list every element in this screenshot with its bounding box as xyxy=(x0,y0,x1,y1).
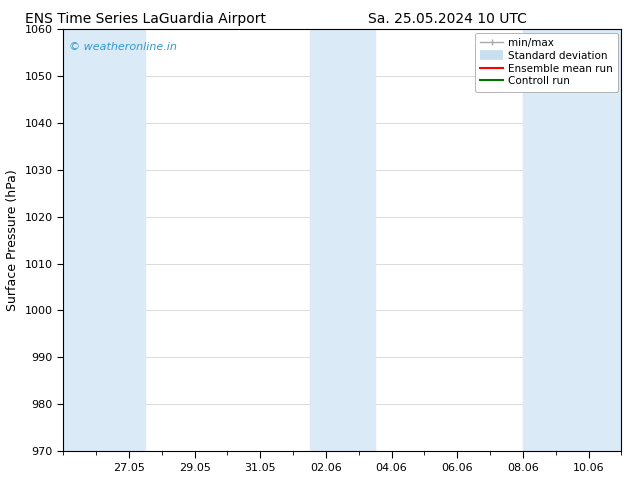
Bar xyxy=(523,29,621,451)
Legend: min/max, Standard deviation, Ensemble mean run, Controll run: min/max, Standard deviation, Ensemble me… xyxy=(475,32,618,92)
Text: © weatheronline.in: © weatheronline.in xyxy=(69,42,177,52)
Bar xyxy=(63,29,145,451)
Text: Sa. 25.05.2024 10 UTC: Sa. 25.05.2024 10 UTC xyxy=(368,12,527,26)
Y-axis label: Surface Pressure (hPa): Surface Pressure (hPa) xyxy=(6,169,19,311)
Text: ENS Time Series LaGuardia Airport: ENS Time Series LaGuardia Airport xyxy=(25,12,266,26)
Bar xyxy=(309,29,375,451)
